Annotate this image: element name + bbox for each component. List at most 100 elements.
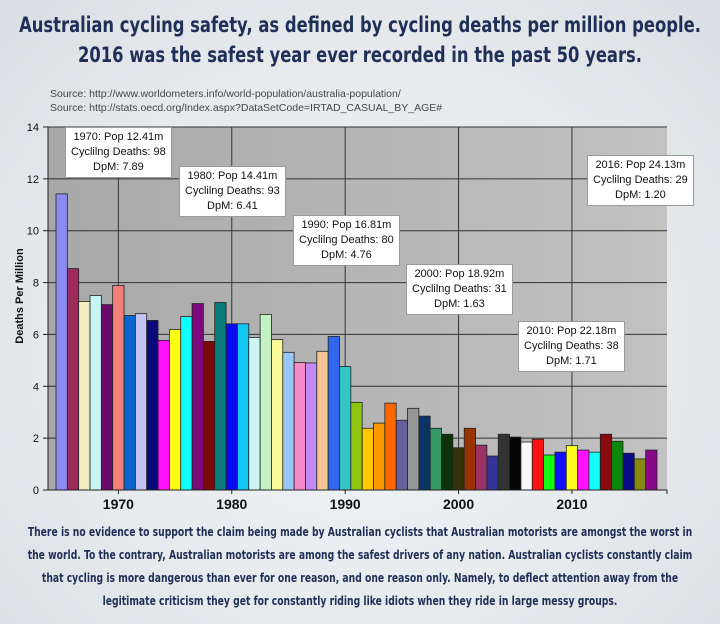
annotation-line: 2016: Pop 24.13m — [595, 159, 686, 171]
bar-2002 — [475, 444, 488, 491]
annotation-1980: 1980: Pop 14.41m Cyclilng Deaths: 93 DpM… — [179, 166, 286, 217]
annotation-2016: 2016: Pop 24.13m Cyclilng Deaths: 29 DpM… — [587, 155, 694, 206]
annotation-line: DpM: 1.20 — [615, 189, 666, 201]
bar-1979 — [214, 302, 227, 491]
bar-2012 — [588, 451, 601, 491]
bar-2013 — [599, 433, 613, 491]
bar-1984 — [271, 339, 284, 491]
bar-1990 — [339, 366, 352, 491]
bar-1976 — [180, 316, 193, 491]
bar-2011 — [577, 449, 590, 491]
annotation-line: Cyclilng Deaths: 93 — [185, 185, 280, 197]
bar-1969 — [100, 304, 114, 491]
x-tick-label: 2000 — [443, 496, 474, 512]
bar-1973 — [146, 320, 159, 491]
bar-1982 — [248, 337, 261, 491]
y-tick-label: 8 — [33, 278, 39, 290]
y-tick-label: 0 — [33, 485, 39, 497]
bar-1978 — [203, 341, 216, 491]
annotation-1970: 1970: Pop 12.41m Cyclilng Deaths: 98 DpM… — [65, 127, 172, 178]
annotation-line: 1980: Pop 14.41m — [187, 170, 278, 182]
bar-1989 — [327, 336, 340, 491]
footer-line-3: that cycling is more dangerous than ever… — [41, 570, 679, 585]
bar-1965 — [55, 193, 68, 491]
bar-2015 — [622, 452, 635, 491]
bar-1967 — [78, 301, 91, 491]
chart-title: Australian cycling safety, as defined by… — [19, 10, 701, 70]
bar-1996 — [407, 407, 420, 491]
bar-1971 — [123, 315, 136, 491]
bar-2007 — [531, 438, 545, 491]
annotation-line: DpM: 7.89 — [93, 161, 144, 173]
title-line-2: 2016 was the safest year ever recorded i… — [77, 43, 643, 67]
annotation-line: 2000: Pop 18.92m — [414, 268, 505, 280]
annotation-2000: 2000: Pop 18.92m Cyclilng Deaths: 31 DpM… — [406, 264, 513, 315]
bar-1974 — [157, 339, 170, 491]
annotation-line: Cyclilng Deaths: 38 — [524, 340, 619, 352]
bar-1993 — [373, 422, 386, 491]
bar-1985 — [282, 351, 295, 491]
x-tick-label: 1980 — [216, 496, 247, 512]
bar-2009 — [554, 451, 567, 491]
bar-1995 — [395, 419, 408, 491]
title-line-1: Australian cycling safety, as defined by… — [19, 13, 701, 37]
bar-1988 — [316, 350, 329, 491]
annotation-line: Cyclilng Deaths: 29 — [593, 174, 688, 186]
bar-2017 — [645, 449, 658, 491]
annotation-line: 1970: Pop 12.41m — [73, 131, 164, 143]
bar-1980 — [225, 323, 238, 491]
bar-1999 — [441, 433, 454, 491]
annotation-line: Cyclilng Deaths: 98 — [71, 146, 166, 158]
annotation-line: DpM: 6.41 — [207, 200, 258, 212]
bar-1975 — [168, 329, 182, 491]
bar-2014 — [611, 440, 624, 491]
bar-1987 — [305, 362, 318, 491]
bar-2001 — [463, 427, 476, 491]
annotation-line: DpM: 1.71 — [546, 355, 597, 367]
bar-1981 — [237, 323, 250, 491]
annotation-line: Cyclilng Deaths: 31 — [412, 283, 507, 295]
y-tick-label: 10 — [27, 226, 39, 238]
x-tick-label: 2010 — [556, 496, 587, 512]
annotation-line: DpM: 4.76 — [321, 249, 372, 261]
bar-2008 — [543, 454, 556, 491]
y-tick-label: 6 — [33, 329, 39, 341]
x-tick-label: 1990 — [330, 496, 361, 512]
bar-2006 — [520, 441, 533, 491]
bar-2005 — [509, 436, 522, 491]
y-tick-label: 2 — [33, 433, 39, 445]
y-axis-label: Deaths Per Million — [14, 248, 26, 344]
y-tick-label: 12 — [27, 174, 39, 186]
bar-2010 — [565, 445, 579, 491]
x-tick-label: 1970 — [103, 496, 134, 512]
bar-2004 — [497, 433, 510, 491]
bar-1986 — [293, 362, 306, 491]
annotation-2010: 2010: Pop 22.18m Cyclilng Deaths: 38 DpM… — [518, 321, 625, 372]
footer-line-1: There is no evidence to support the clai… — [27, 524, 693, 539]
footer-line-4: legitimate criticism they get for consta… — [102, 593, 618, 608]
bar-1977 — [191, 303, 204, 491]
bar-1991 — [350, 401, 363, 491]
y-tick-label: 4 — [33, 381, 39, 393]
bar-1983 — [259, 314, 272, 491]
bar-2016 — [633, 458, 647, 491]
bar-1972 — [134, 313, 148, 491]
annotation-line: Cyclilng Deaths: 80 — [299, 234, 394, 246]
bar-1994 — [384, 402, 397, 491]
bar-1970 — [112, 285, 125, 491]
bar-2000 — [452, 447, 465, 491]
footer-text: There is no evidence to support the clai… — [0, 520, 720, 612]
annotation-line: 2010: Pop 22.18m — [526, 325, 617, 337]
bar-1968 — [89, 295, 102, 491]
bar-1997 — [418, 415, 431, 491]
bar-2003 — [486, 455, 499, 491]
sources: Source: http://www.worldometers.info/wor… — [50, 87, 442, 115]
source-1: Source: http://www.worldometers.info/wor… — [50, 88, 401, 100]
bar-1992 — [361, 427, 374, 491]
bar-1998 — [429, 427, 442, 491]
annotation-line: 1990: Pop 16.81m — [301, 219, 392, 231]
footer-line-2: the world. To the contrary, Australian m… — [27, 547, 693, 562]
annotation-1990: 1990: Pop 16.81m Cyclilng Deaths: 80 DpM… — [293, 215, 400, 266]
y-tick-label: 14 — [27, 122, 39, 134]
bar-1966 — [66, 268, 80, 491]
